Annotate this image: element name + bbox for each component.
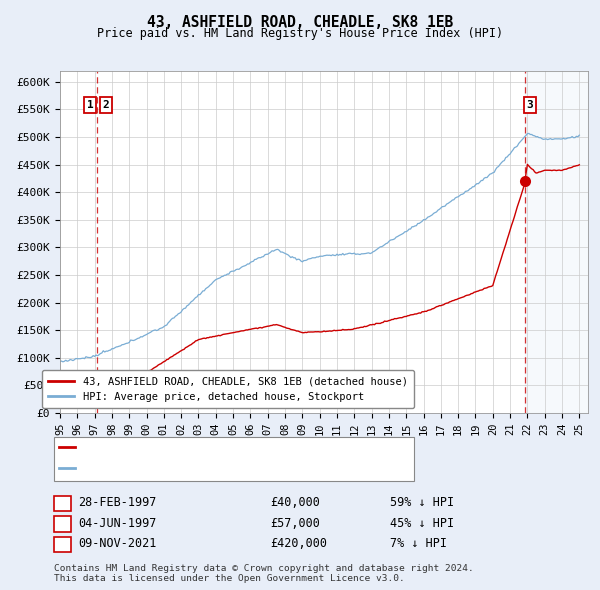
Text: £40,000: £40,000 bbox=[270, 496, 320, 509]
Bar bbox=[525, 71, 588, 413]
Text: 7% ↓ HPI: 7% ↓ HPI bbox=[390, 537, 447, 550]
Text: 04-JUN-1997: 04-JUN-1997 bbox=[78, 517, 157, 530]
Text: 43, ASHFIELD ROAD, CHEADLE, SK8 1EB (detached house): 43, ASHFIELD ROAD, CHEADLE, SK8 1EB (det… bbox=[78, 442, 403, 451]
Legend: 43, ASHFIELD ROAD, CHEADLE, SK8 1EB (detached house), HPI: Average price, detach: 43, ASHFIELD ROAD, CHEADLE, SK8 1EB (det… bbox=[42, 370, 414, 408]
Text: £420,000: £420,000 bbox=[270, 537, 327, 550]
Text: 3: 3 bbox=[59, 537, 66, 550]
Text: 43, ASHFIELD ROAD, CHEADLE, SK8 1EB: 43, ASHFIELD ROAD, CHEADLE, SK8 1EB bbox=[147, 15, 453, 30]
Text: HPI: Average price, detached house, Stockport: HPI: Average price, detached house, Stoc… bbox=[78, 463, 359, 473]
Text: 45% ↓ HPI: 45% ↓ HPI bbox=[390, 517, 454, 530]
Text: 28-FEB-1997: 28-FEB-1997 bbox=[78, 496, 157, 509]
Text: 09-NOV-2021: 09-NOV-2021 bbox=[78, 537, 157, 550]
Text: 1: 1 bbox=[87, 100, 94, 110]
Text: 1: 1 bbox=[59, 496, 66, 509]
Text: 2: 2 bbox=[103, 100, 109, 110]
Text: 3: 3 bbox=[527, 100, 533, 110]
Text: £57,000: £57,000 bbox=[270, 517, 320, 530]
Text: 59% ↓ HPI: 59% ↓ HPI bbox=[390, 496, 454, 509]
Text: Contains HM Land Registry data © Crown copyright and database right 2024.
This d: Contains HM Land Registry data © Crown c… bbox=[54, 563, 474, 583]
Text: Price paid vs. HM Land Registry's House Price Index (HPI): Price paid vs. HM Land Registry's House … bbox=[97, 27, 503, 40]
Text: 2: 2 bbox=[59, 517, 66, 530]
